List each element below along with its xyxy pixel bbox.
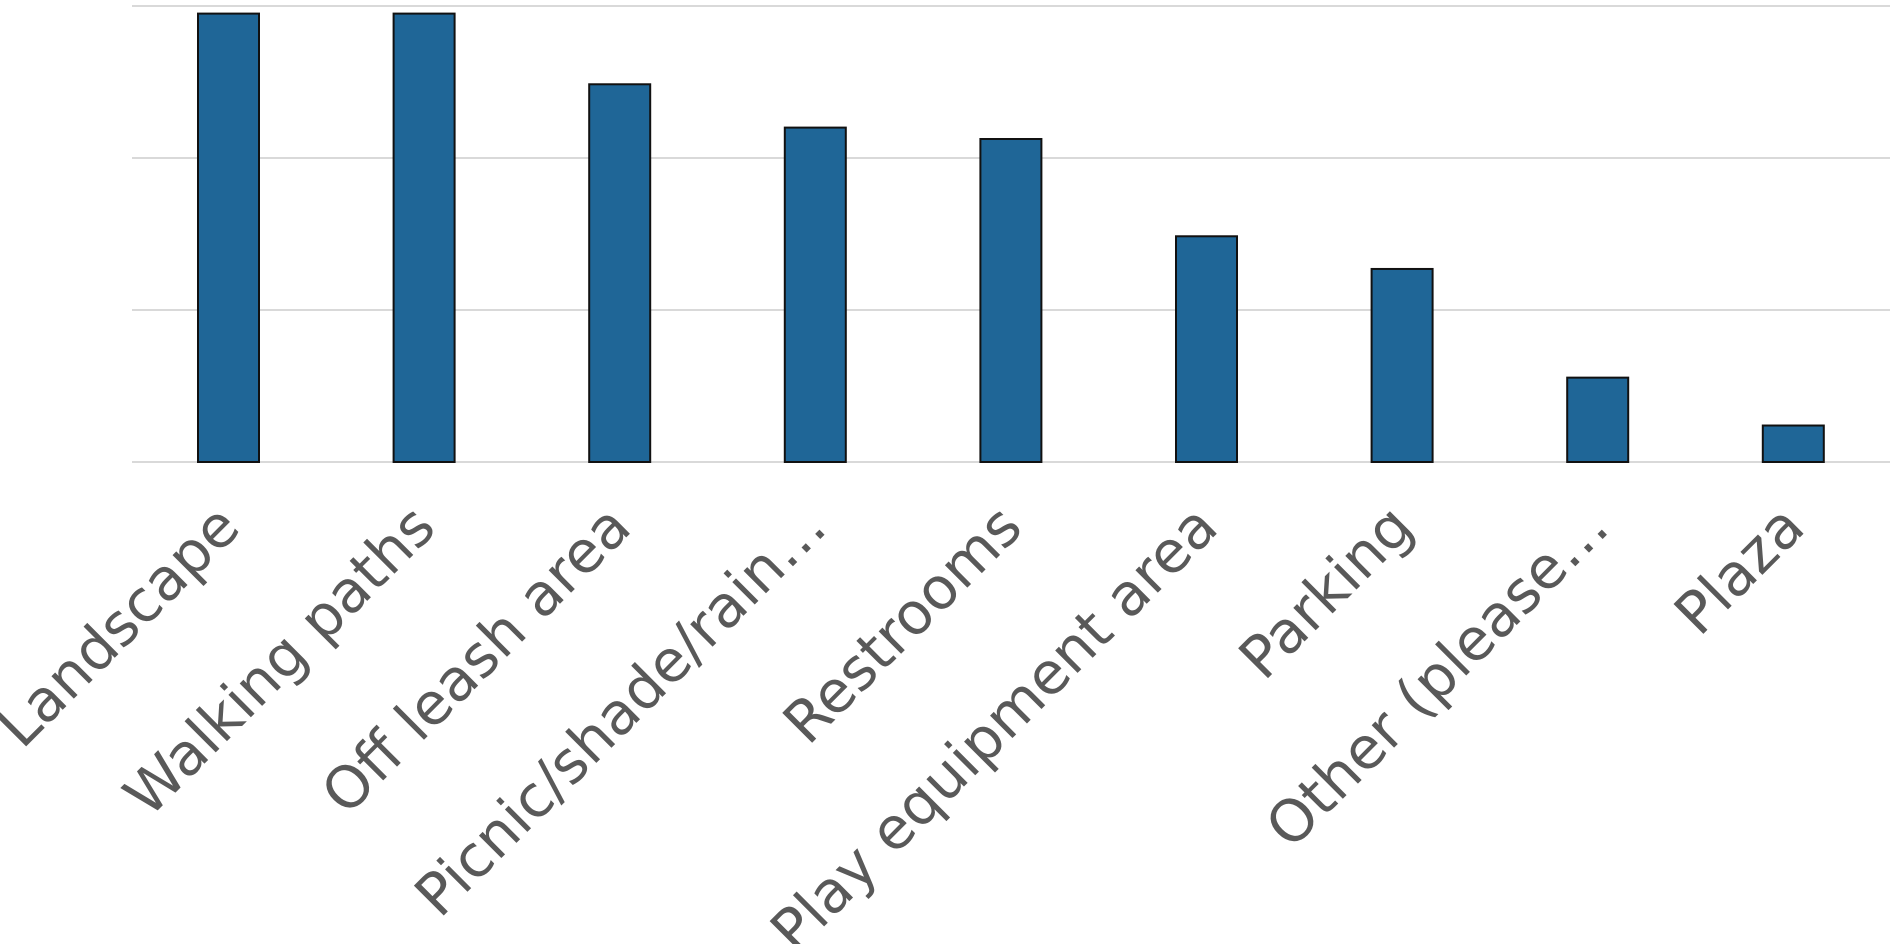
bars [197,12,1825,464]
bar-6 [1175,235,1238,463]
x-tick-label: Plaza [1661,492,1817,648]
bar-1 [197,12,260,463]
bar-8 [1566,376,1630,464]
bar-4 [783,126,847,463]
x-tick-label: Other (please… [1253,492,1622,861]
bar-9 [1761,424,1825,463]
bar-2 [392,12,456,463]
x-tick-label: Parking [1226,492,1426,692]
bar-7 [1370,267,1434,463]
bar-5 [979,138,1043,463]
bar-3 [588,83,652,463]
